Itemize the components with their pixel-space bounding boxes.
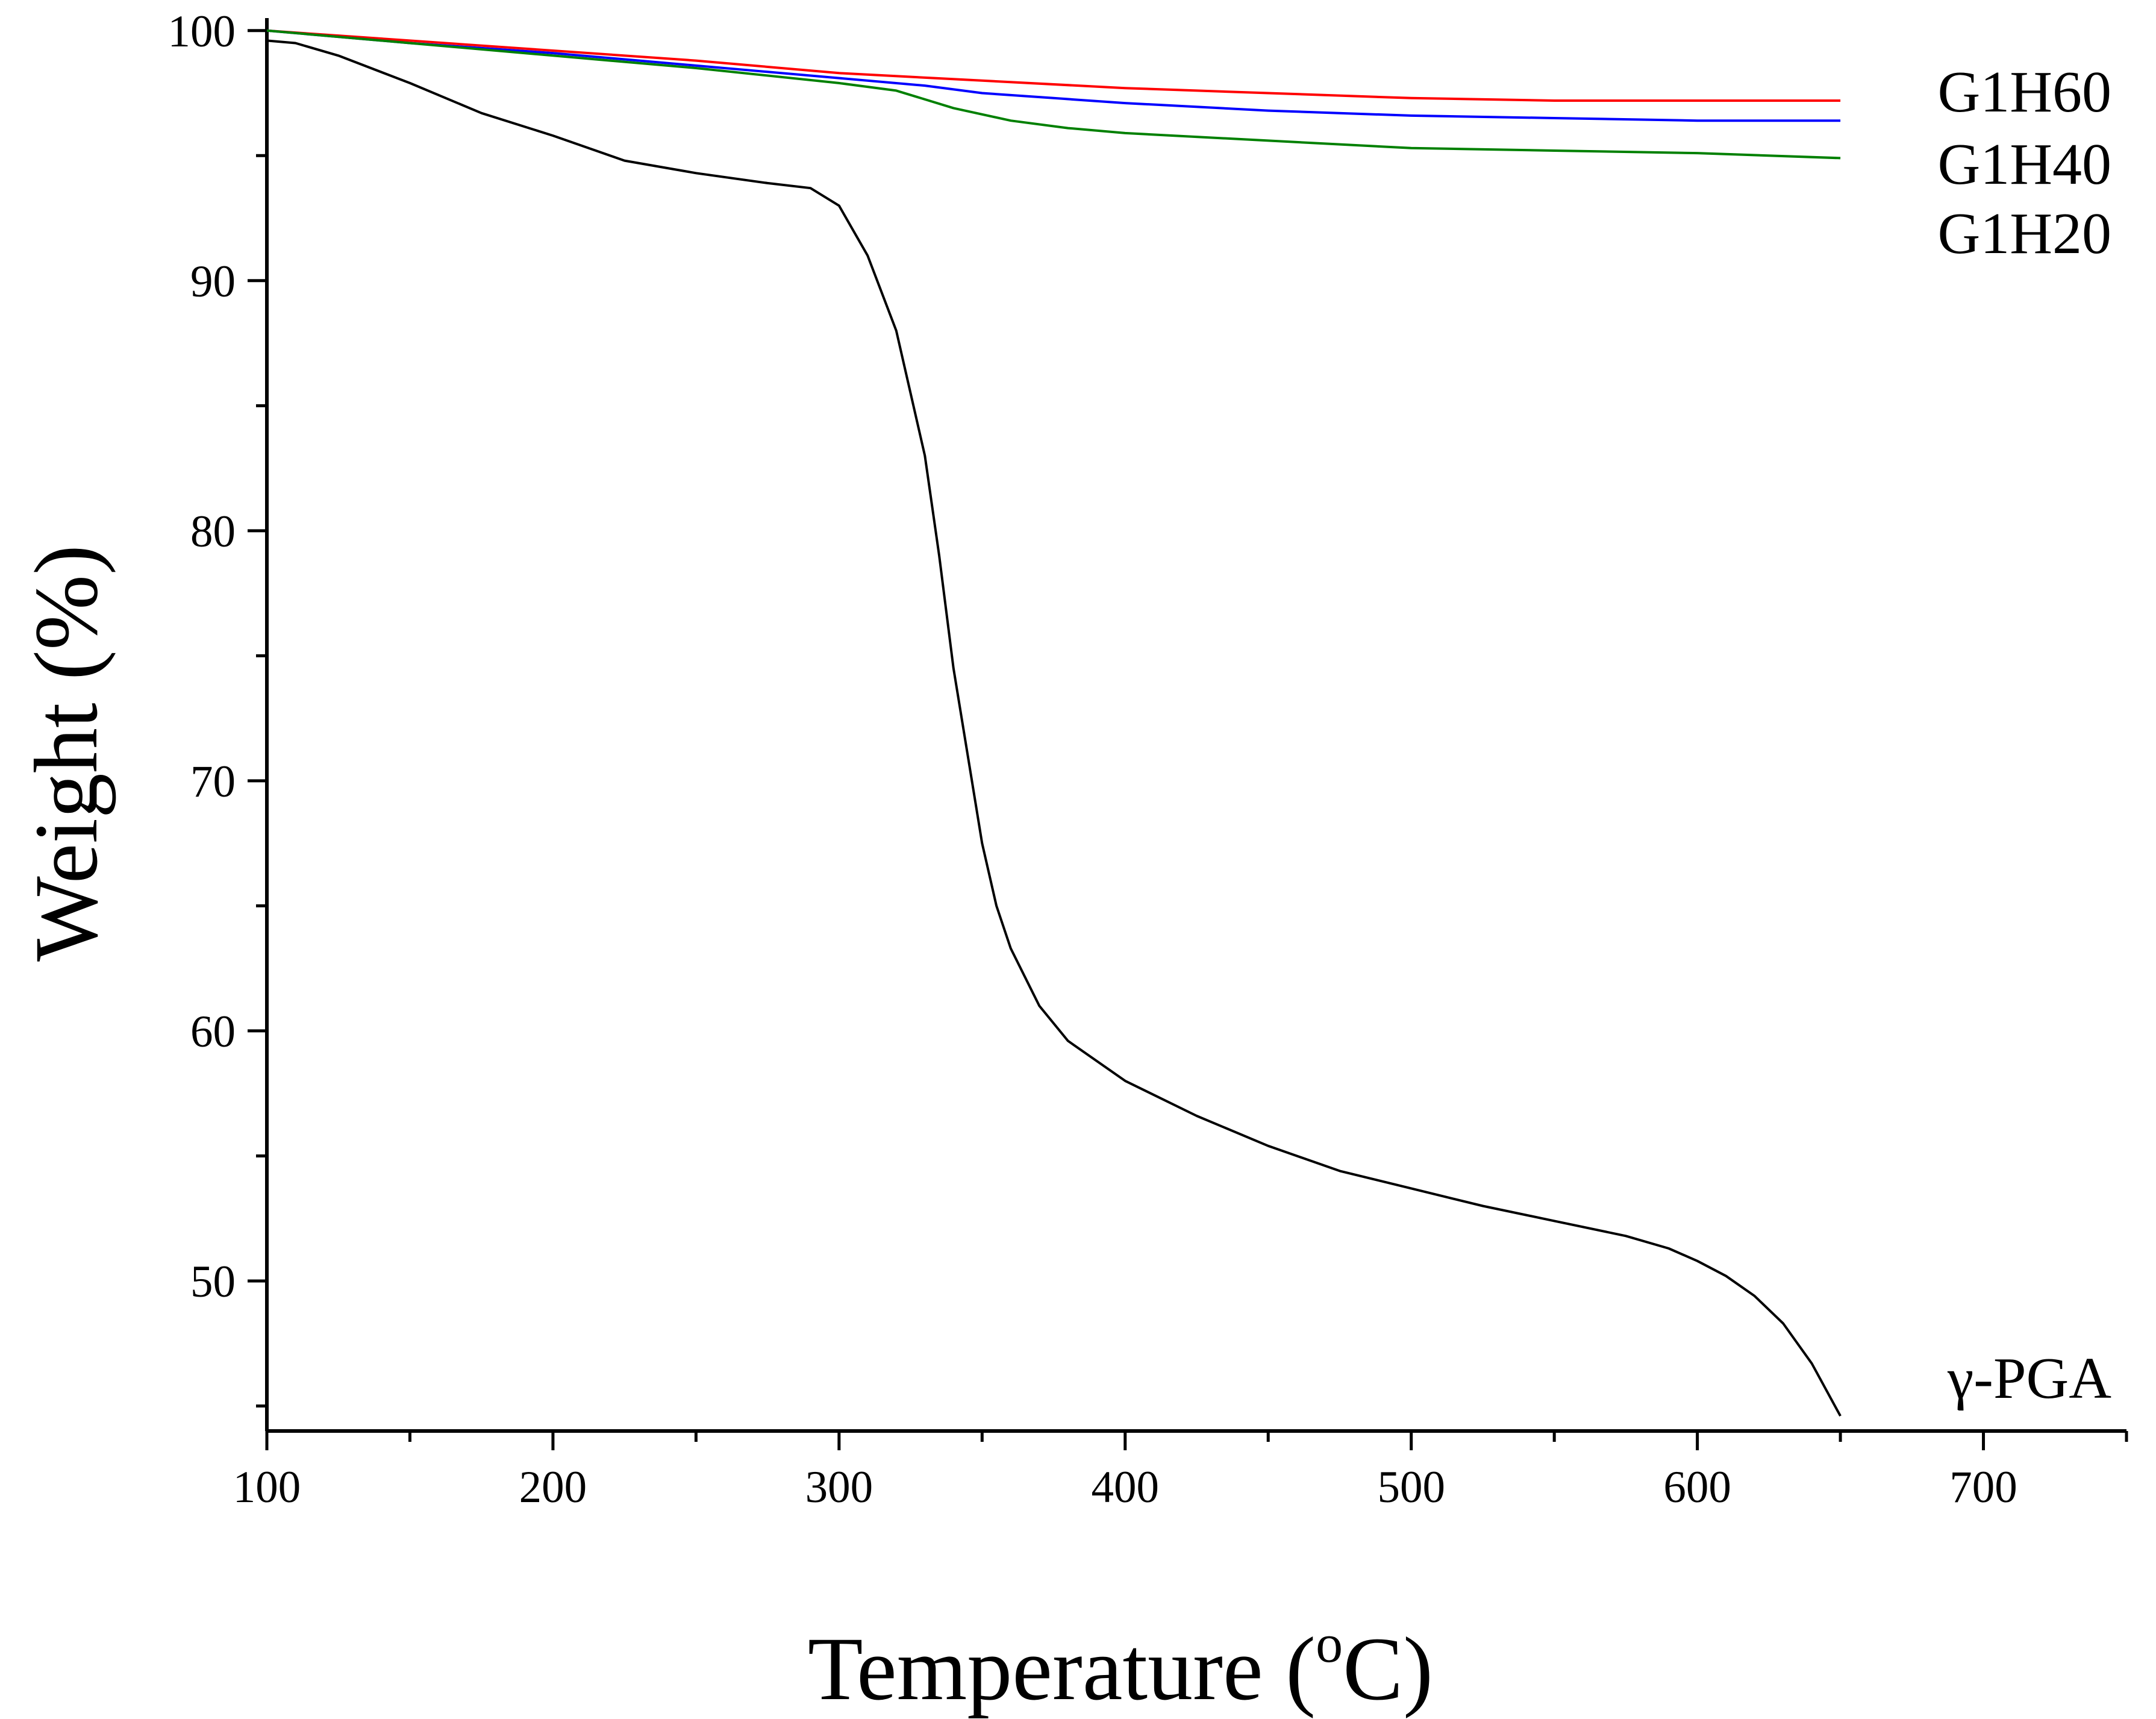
x-axis-title-end: C): [1343, 1619, 1433, 1719]
y-tick-label: 50: [190, 1257, 236, 1307]
ticks-layer: 100 200 300 400 500 600 700 50 60 70 80 90 100: [168, 7, 2128, 1512]
series-line-g1h20: [266, 29, 1841, 160]
series-label-pga: γ-PGA: [1947, 1346, 2111, 1411]
plot-frame: [265, 18, 2126, 1433]
y-tick-label: 80: [190, 507, 236, 557]
y-tick-label: 70: [190, 757, 236, 807]
series-label-g1h20: G1H20: [1937, 201, 2111, 266]
series-line-pga: [266, 39, 1842, 1417]
y-tick-label: 100: [168, 7, 236, 57]
y-axis-title: Weight (%): [16, 545, 116, 962]
x-tick-label: 400: [1092, 1462, 1160, 1512]
x-tick-label: 500: [1377, 1462, 1445, 1512]
x-axis-title-main: Temperature (: [808, 1619, 1316, 1719]
x-tick-label: 700: [1949, 1462, 2017, 1512]
series-label-g1h40: G1H40: [1937, 132, 2111, 197]
y-tick-label: 90: [190, 257, 236, 307]
x-tick-label: 100: [233, 1462, 301, 1512]
series-line-g1h60: [266, 29, 1841, 102]
series-line-g1h40: [266, 29, 1841, 122]
x-tick-label: 200: [519, 1462, 587, 1512]
x-axis-title-sup: o: [1316, 1614, 1343, 1674]
x-tick-label: 600: [1663, 1462, 1731, 1512]
x-axis-title: Temperature (oC): [808, 1614, 1433, 1719]
series-label-g1h60: G1H60: [1937, 60, 2111, 125]
series-layer: [266, 29, 1842, 1417]
x-tick-label: 300: [805, 1462, 873, 1512]
y-tick-label: 60: [190, 1007, 236, 1057]
